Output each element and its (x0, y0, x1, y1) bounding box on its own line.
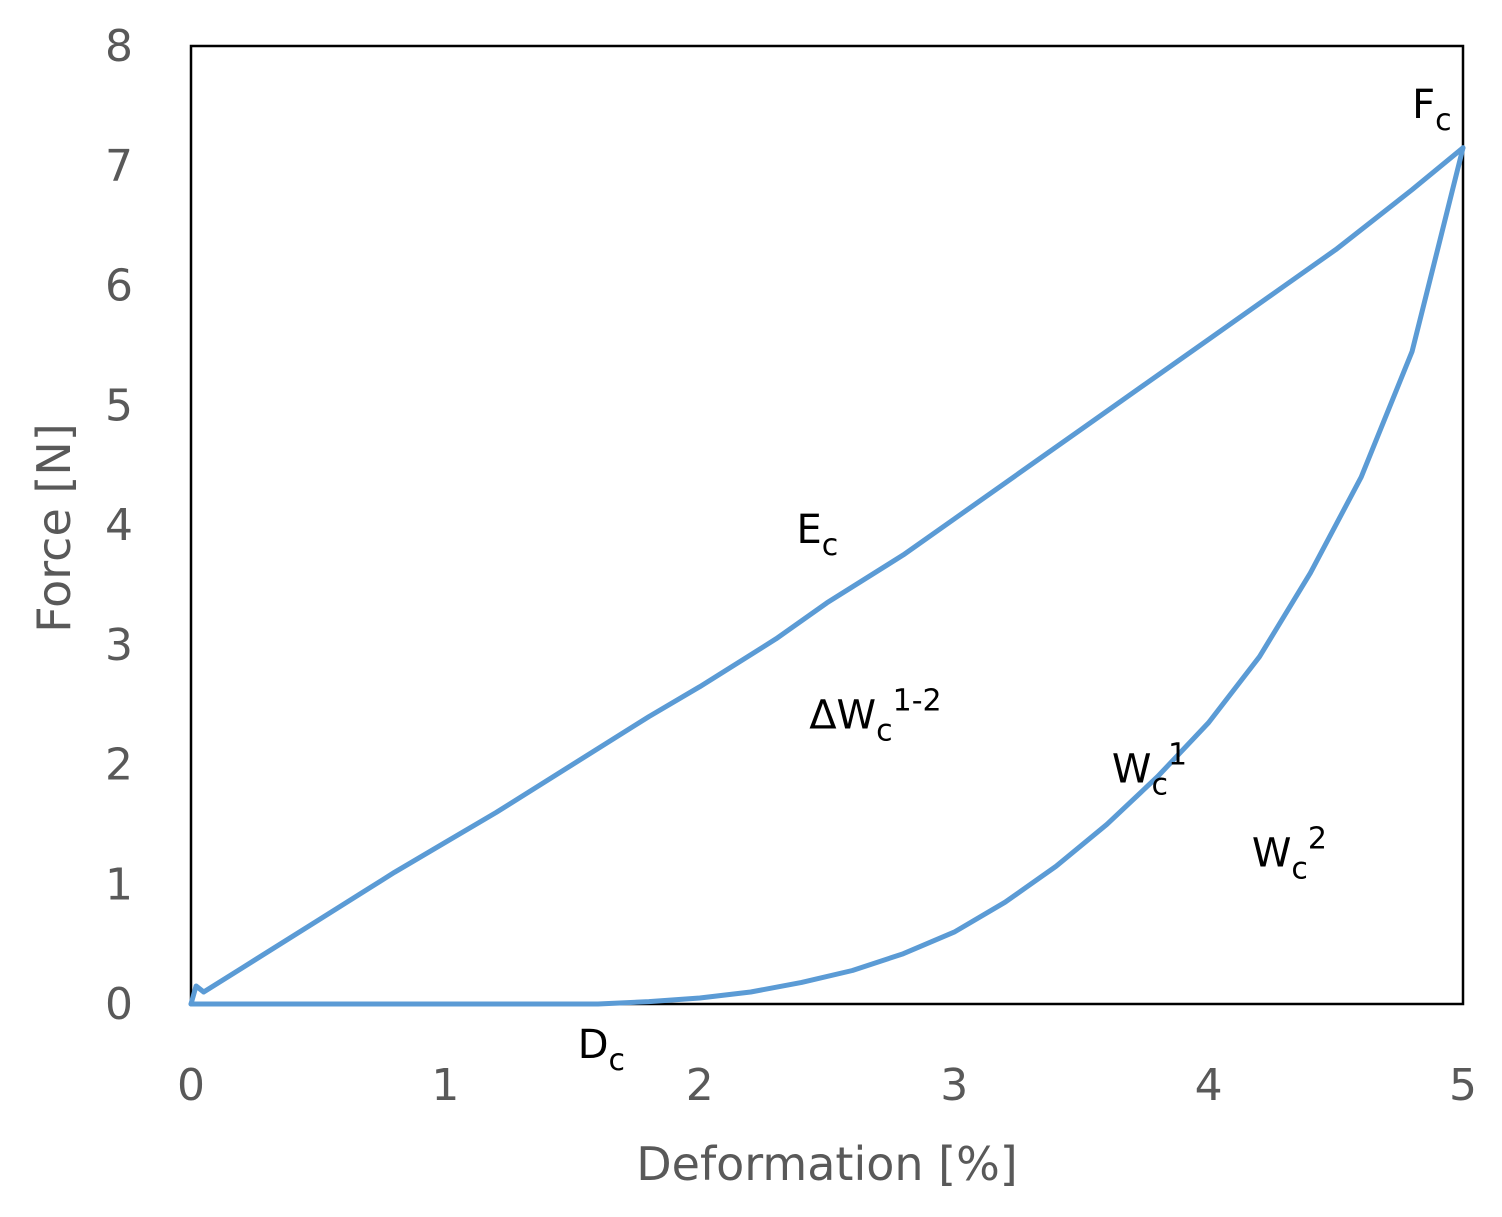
x-tick-label: 3 (940, 1060, 968, 1111)
y-tick-label: 8 (105, 21, 133, 72)
x-tick-labels: 0 1 2 3 4 5 (177, 1060, 1477, 1111)
annotation-label: Dc (578, 1022, 625, 1078)
annotation-label: Wc1 (1112, 737, 1187, 802)
x-tick-label: 1 (431, 1060, 459, 1111)
annotation-label: Wc2 (1252, 821, 1327, 886)
y-tick-label: 6 (105, 261, 133, 312)
y-tick-label: 3 (105, 620, 133, 671)
x-tick-label: 0 (177, 1060, 205, 1111)
annotation-label: ΔWc1-2 (809, 684, 941, 749)
y-tick-label: 2 (105, 740, 133, 791)
series-line-1 (188, 145, 1466, 1007)
x-tick-label: 4 (1195, 1060, 1223, 1111)
y-tick-label: 1 (105, 859, 133, 910)
y-axis-title: Force [N] (27, 423, 81, 632)
x-tick-label: 5 (1449, 1060, 1477, 1111)
series-layer (188, 145, 1466, 1007)
series-line-2 (188, 145, 1466, 1007)
plot-area-frame (189, 44, 1465, 1006)
annotation-label: Ec (796, 507, 838, 563)
x-tick-label: 2 (686, 1060, 714, 1111)
x-axis-title: Deformation [%] (636, 1137, 1018, 1191)
y-tick-label: 5 (105, 380, 133, 431)
y-tick-label: 7 (105, 141, 133, 192)
annotation-label: Fc (1412, 82, 1452, 138)
y-tick-label: 4 (105, 500, 133, 551)
annotations: Ec Fc Dc ΔWc1-2 Wc1 Wc2 (578, 82, 1452, 1078)
y-tick-labels: 0 1 2 3 4 5 6 7 8 (105, 21, 133, 1030)
y-tick-label: 0 (105, 979, 133, 1030)
